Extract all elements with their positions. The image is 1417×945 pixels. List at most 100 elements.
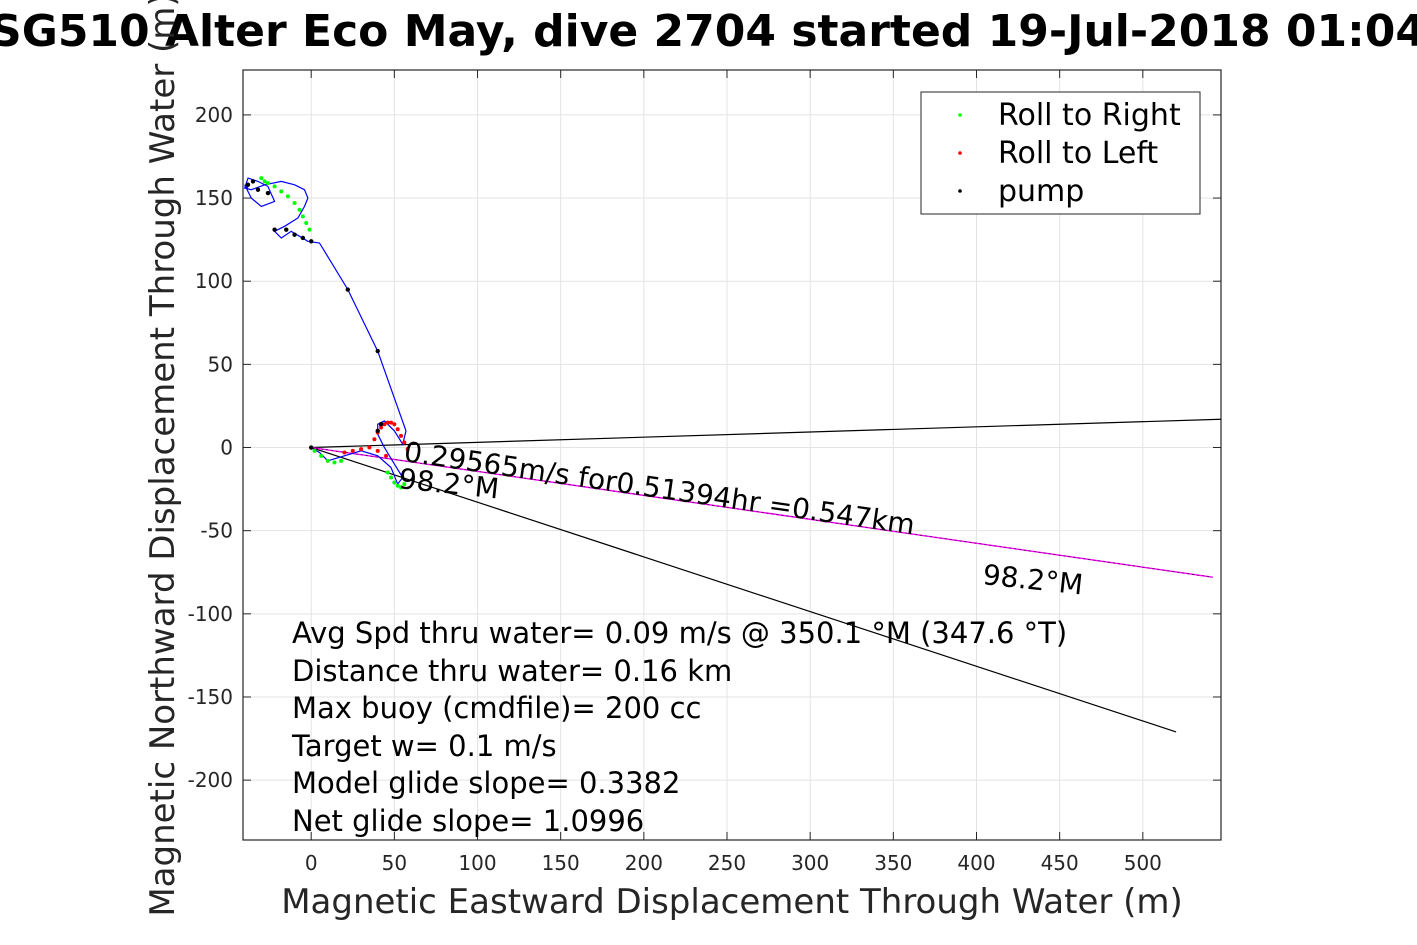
- x-tick-label: 300: [791, 851, 829, 875]
- x-tick-label: 350: [874, 851, 912, 875]
- heading-line: [311, 446, 1177, 733]
- roll-right-point: [307, 227, 312, 232]
- roll-left-point: [367, 445, 372, 450]
- pump-point: [308, 239, 314, 244]
- pump-point: [255, 187, 261, 192]
- stat-avg-speed: Avg Spd thru water= 0.09 m/s @ 350.1 °M …: [292, 616, 1067, 650]
- y-tick-label: -150: [188, 685, 233, 709]
- data-points: [245, 176, 410, 490]
- x-tick-label: 100: [458, 851, 496, 875]
- roll-right-point: [319, 453, 324, 458]
- roll-right-point: [265, 181, 270, 186]
- x-axis-label: Magnetic Eastward Displacement Through W…: [281, 882, 1183, 922]
- roll-right-point: [297, 207, 302, 212]
- axis-ticks: 0 50 100 150 200 250 300 350 400 450 500-200-150-1…: [188, 70, 1221, 875]
- y-tick-label: 150: [195, 186, 233, 210]
- roll-left-point: [384, 453, 389, 458]
- x-tick-label: 0: [305, 851, 318, 875]
- roll-left-point: [379, 425, 384, 430]
- roll-right-point: [262, 179, 267, 184]
- pump-point: [378, 422, 384, 427]
- glider-track: [243, 177, 407, 486]
- roll-left-point: [395, 427, 400, 432]
- x-tick-label: 150: [542, 851, 580, 875]
- reference-lines: [311, 418, 1221, 733]
- roll-left-point: [389, 420, 394, 425]
- roll-left-point: [359, 447, 364, 452]
- roll-left-point: [399, 433, 404, 438]
- roll-left-point: [402, 440, 407, 445]
- y-tick-label: 50: [208, 352, 233, 376]
- roll-right-point: [385, 470, 390, 475]
- roll-right-point: [339, 458, 344, 463]
- legend: Roll to Right Roll to Left pump: [920, 91, 1201, 215]
- roll-right-point: [259, 176, 264, 181]
- x-tick-label: 450: [1041, 851, 1079, 875]
- roll-right-point: [279, 189, 284, 194]
- roll-right-point: [312, 448, 317, 453]
- roll-right-point: [292, 201, 297, 206]
- x-tick-label: 250: [708, 851, 746, 875]
- legend-marker-roll-right: [958, 113, 962, 117]
- pump-point: [300, 235, 306, 241]
- roll-right-point: [325, 458, 330, 463]
- legend-label-roll-left: Roll to Left: [998, 136, 1158, 171]
- pump-point: [284, 227, 289, 232]
- chart-title: SG510 Alter Eco May, dive 2704 started 1…: [0, 6, 1417, 57]
- roll-right-point: [392, 480, 397, 485]
- pump-point: [308, 445, 314, 450]
- x-tick-label: 50: [382, 851, 407, 875]
- reference-line: [311, 418, 1221, 449]
- y-tick-label: 0: [220, 436, 233, 460]
- roll-right-point: [272, 184, 277, 189]
- stat-distance: Distance thru water= 0.16 km: [292, 654, 732, 688]
- roll-right-point: [399, 485, 404, 490]
- y-tick-label: 100: [195, 269, 233, 293]
- legend-marker-roll-left: [958, 151, 962, 155]
- y-tick-label: -100: [188, 602, 233, 626]
- pump-point: [292, 232, 297, 237]
- pump-point: [250, 179, 256, 184]
- y-tick-label: -200: [188, 768, 233, 792]
- stat-model-glide: Model glide slope= 0.3382: [292, 766, 680, 800]
- pump-point: [375, 428, 380, 434]
- roll-left-point: [350, 448, 355, 453]
- roll-right-point: [389, 475, 394, 480]
- x-tick-label: 200: [625, 851, 663, 875]
- legend-marker-pump: [958, 189, 962, 193]
- y-tick-label: -50: [200, 519, 233, 543]
- roll-left-point: [392, 422, 397, 427]
- roll-right-point: [300, 214, 305, 219]
- legend-label-roll-right: Roll to Right: [998, 98, 1181, 133]
- pump-point: [245, 182, 251, 187]
- pump-point: [375, 348, 380, 354]
- roll-right-point: [332, 460, 337, 465]
- roll-left-point: [382, 422, 387, 427]
- roll-left-point: [375, 448, 380, 453]
- legend-label-pump: pump: [998, 174, 1084, 209]
- roll-right-point: [402, 482, 407, 487]
- pump-point: [272, 227, 277, 232]
- plot-area: [242, 69, 1222, 841]
- stat-max-buoy: Max buoy (cmdfile)= 200 cc: [292, 691, 701, 725]
- pump-point: [265, 190, 271, 196]
- roll-right-point: [304, 221, 309, 226]
- stats-block: Avg Spd thru water= 0.09 m/s @ 350.1 °M …: [291, 616, 1067, 838]
- roll-left-point: [385, 420, 390, 425]
- x-tick-label: 500: [1124, 851, 1162, 875]
- roll-left-point: [405, 447, 410, 452]
- roll-right-point: [395, 483, 400, 488]
- stat-net-glide: Net glide slope= 1.0996: [292, 804, 644, 838]
- pump-point: [345, 287, 350, 292]
- stat-target-w: Target w= 0.1 m/s: [291, 729, 557, 763]
- current-line-overlay: [311, 447, 1213, 578]
- roll-left-point: [342, 450, 347, 455]
- roll-right-point: [285, 194, 290, 199]
- y-tick-label: 200: [195, 103, 233, 127]
- x-tick-label: 400: [957, 851, 995, 875]
- roll-left-point: [372, 437, 377, 442]
- y-axis-label: Magnetic Northward Displacement Through …: [143, 0, 183, 917]
- legend-box: [920, 91, 1201, 215]
- track-line: [243, 177, 407, 486]
